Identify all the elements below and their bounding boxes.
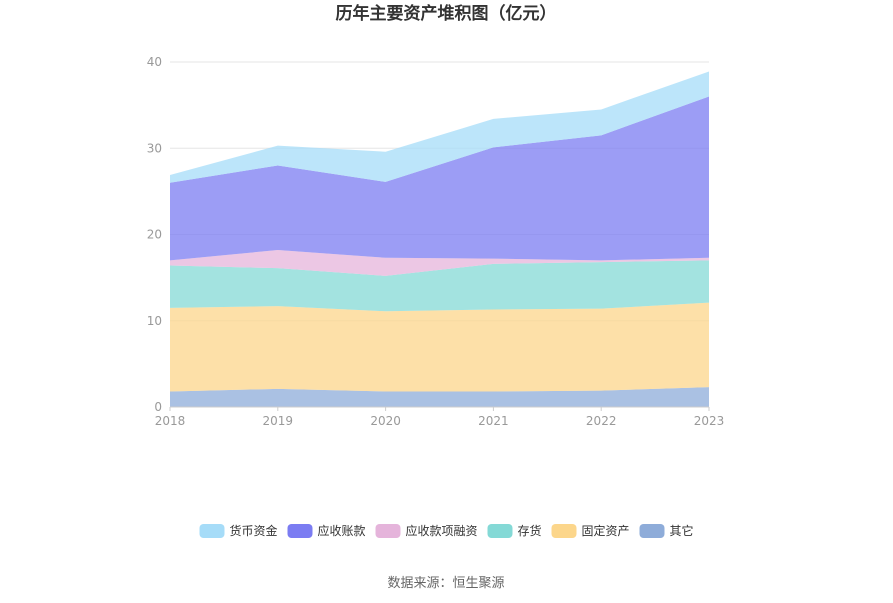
legend-label: 其它 <box>670 523 694 538</box>
legend-label: 固定资产 <box>582 523 630 538</box>
legend-item[interactable]: 存货 <box>487 523 542 538</box>
area-series-0 <box>170 387 709 407</box>
legend-label: 存货 <box>518 523 542 538</box>
chart-title: 历年主要资产堆积图（亿元） <box>336 3 557 24</box>
legend-swatch <box>551 524 577 538</box>
source-note: 数据来源：恒生聚源 <box>387 576 504 591</box>
y-tick-label: 30 <box>147 141 162 155</box>
x-tick-label: 2023 <box>694 414 725 428</box>
legend-item[interactable]: 货币资金 <box>199 523 278 538</box>
area-series-1 <box>170 302 709 392</box>
area-series-4 <box>170 96 709 261</box>
x-tick-label: 2019 <box>263 414 294 428</box>
y-tick-label: 10 <box>147 314 162 328</box>
legend-swatch <box>487 524 513 538</box>
legend-item[interactable]: 固定资产 <box>551 523 630 538</box>
x-tick-label: 2020 <box>370 414 401 428</box>
x-tick-label: 2021 <box>478 414 509 428</box>
y-tick-label: 0 <box>154 400 162 414</box>
x-tick-label: 2022 <box>586 414 617 428</box>
area-layers <box>170 71 709 407</box>
area-series-5 <box>170 71 709 183</box>
axes: 0 10 20 30 40 2018 2019 2020 2021 2022 2023 <box>147 55 725 428</box>
legend-swatch <box>375 524 401 538</box>
legend-swatch <box>199 524 225 538</box>
legend: 货币资金 应收账款 应收款项融资 存货 固定资产 其它 <box>199 523 694 538</box>
legend-label: 应收款项融资 <box>406 523 478 538</box>
legend-item[interactable]: 其它 <box>639 523 694 538</box>
legend-swatch <box>287 524 313 538</box>
area-series-3 <box>170 250 709 276</box>
legend-item[interactable]: 应收账款 <box>287 523 366 538</box>
area-series-2 <box>170 260 709 312</box>
x-tick-label: 2018 <box>155 414 186 428</box>
legend-item[interactable]: 应收款项融资 <box>375 523 478 538</box>
legend-label: 货币资金 <box>230 523 278 538</box>
y-tick-label: 20 <box>147 228 162 242</box>
y-tick-label: 40 <box>147 55 162 69</box>
legend-label: 应收账款 <box>318 523 366 538</box>
legend-swatch <box>639 524 665 538</box>
